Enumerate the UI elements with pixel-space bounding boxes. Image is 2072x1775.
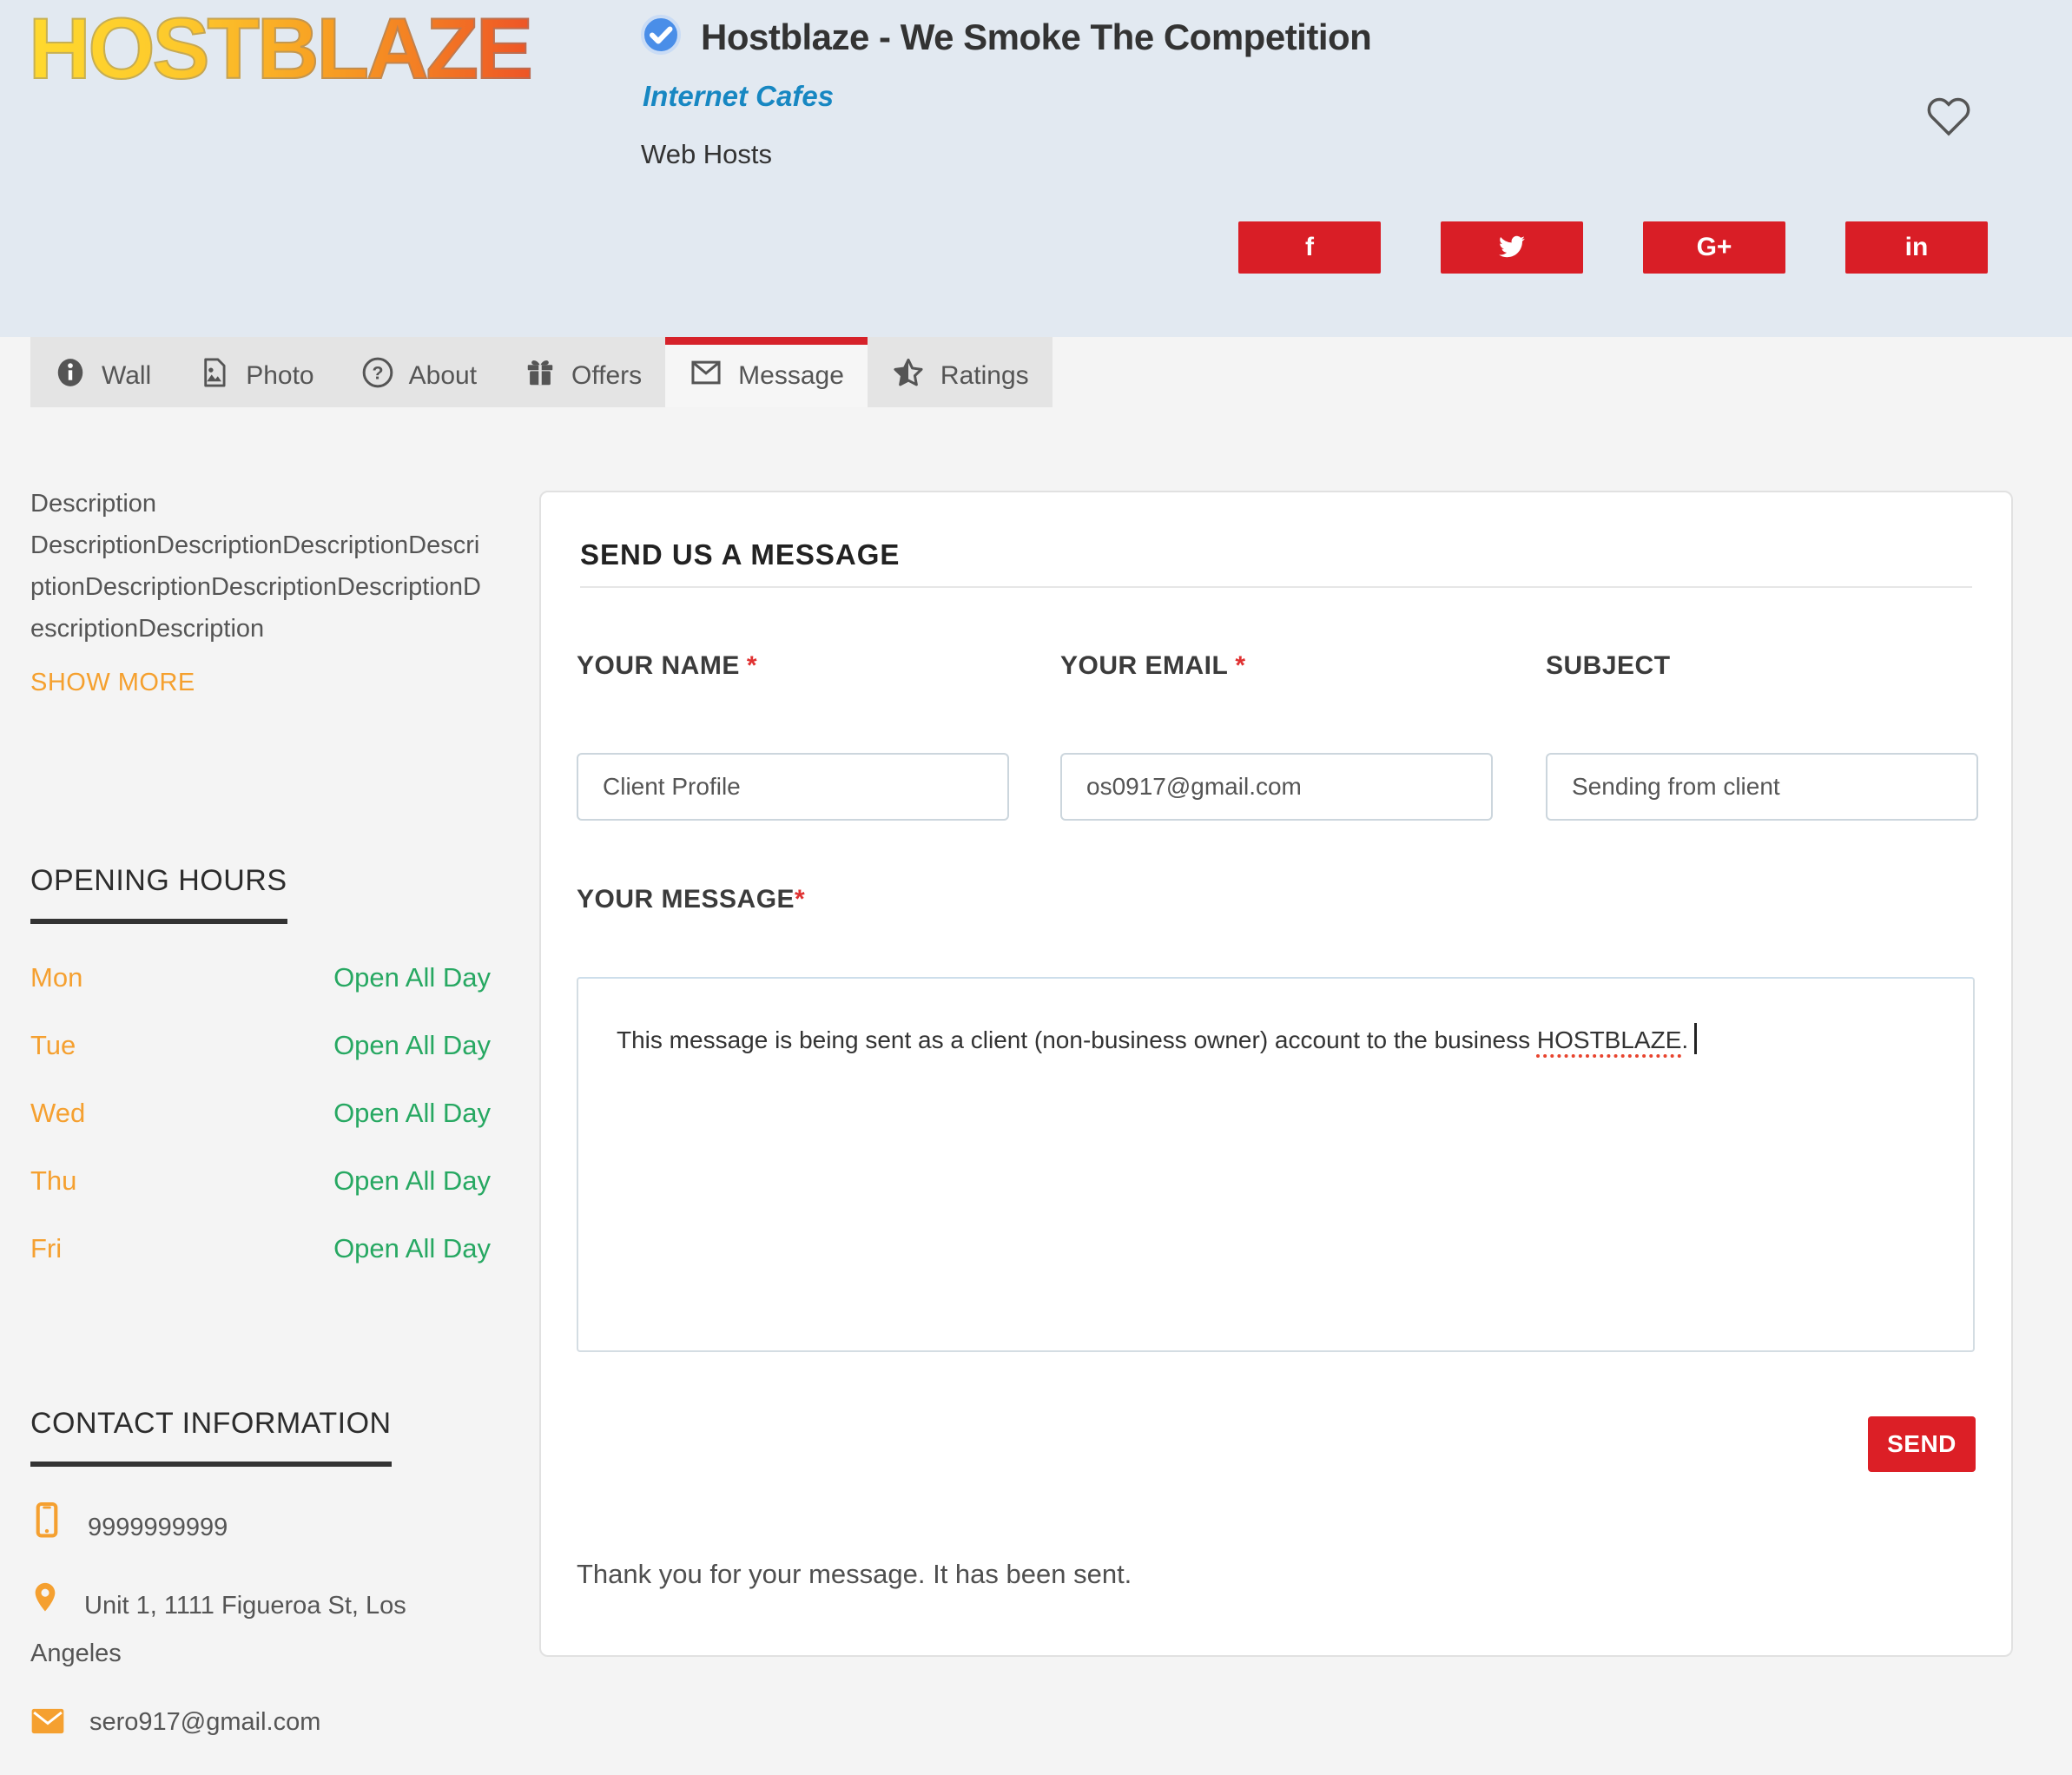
email-input[interactable]: [1060, 753, 1493, 821]
contact-email-row: sero917@gmail.com: [30, 1701, 491, 1749]
address-text: Unit 1, 1111 Figueroa St, Los Angeles: [30, 1592, 406, 1667]
envelope-icon: [689, 356, 723, 396]
tab-label: Photo: [246, 361, 314, 390]
required-asterisk: *: [795, 885, 806, 914]
hours-day: Fri: [30, 1233, 63, 1264]
hours-value: Open All Day: [333, 1165, 491, 1196]
share-linkedin-button[interactable]: in: [1845, 221, 1988, 274]
hours-day: Mon: [30, 962, 83, 993]
tab-offers[interactable]: Offers: [500, 337, 665, 407]
tab-label: Ratings: [940, 361, 1029, 390]
tab-ratings[interactable]: Ratings: [868, 337, 1052, 407]
name-label: YOUR NAME *: [577, 651, 758, 680]
hours-row: Mon Open All Day: [30, 962, 491, 1030]
message-textarea[interactable]: This message is being sent as a client (…: [577, 977, 1975, 1352]
send-message-card: SEND US A MESSAGE YOUR NAME * YOUR EMAIL *…: [539, 491, 2013, 1657]
tab-message[interactable]: Message: [665, 337, 868, 407]
message-text-end: .: [1681, 1026, 1689, 1053]
hours-day: Thu: [30, 1165, 77, 1196]
subcategory-label: Web Hosts: [641, 139, 773, 169]
profile-header: HOSTBLAZE Hostblaze - We Smoke The Compe…: [0, 0, 2072, 337]
subject-label: SUBJECT: [1546, 651, 1671, 680]
gift-icon: [524, 356, 557, 396]
hours-day: Tue: [30, 1030, 76, 1060]
info-icon: [54, 356, 87, 396]
mail-icon: [30, 1706, 65, 1749]
business-description: Description DescriptionDescriptionDescri…: [30, 490, 481, 643]
required-asterisk: *: [1235, 651, 1246, 680]
hours-row: Wed Open All Day: [30, 1098, 491, 1165]
misspelled-word: HOSTBLAZE: [1536, 1026, 1682, 1053]
confirmation-message: Thank you for your message. It has been …: [577, 1559, 1132, 1589]
contact-address-row: Unit 1, 1111 Figueroa St, Los Angeles: [30, 1580, 491, 1675]
message-text: This message is being sent as a client (…: [617, 1026, 1537, 1053]
svg-text:?: ?: [372, 363, 383, 384]
tab-photo[interactable]: Photo: [175, 337, 337, 407]
message-label: YOUR MESSAGE*: [577, 885, 806, 914]
twitter-icon: [1497, 234, 1527, 262]
question-icon: ?: [361, 356, 394, 396]
send-button[interactable]: SEND: [1868, 1416, 1976, 1472]
tab-label: Message: [738, 361, 844, 390]
name-input[interactable]: [577, 753, 1009, 821]
tab-label: About: [408, 361, 478, 390]
email-label: YOUR EMAIL *: [1060, 651, 1246, 680]
hours-value: Open All Day: [333, 1030, 491, 1060]
share-googleplus-button[interactable]: G+: [1643, 221, 1785, 274]
text-caret: [1694, 1023, 1697, 1054]
page-title: Hostblaze - We Smoke The Competition: [701, 16, 1372, 57]
hours-value: Open All Day: [333, 1098, 491, 1128]
favorite-button[interactable]: [1926, 96, 1971, 140]
hours-row: Fri Open All Day: [30, 1233, 491, 1301]
map-pin-icon: [30, 1580, 60, 1633]
star-icon: [891, 356, 926, 396]
tab-label: Offers: [571, 361, 643, 390]
email-text: sero917@gmail.com: [89, 1708, 321, 1736]
share-twitter-button[interactable]: [1441, 221, 1583, 274]
photo-icon: [198, 356, 231, 396]
hours-value: Open All Day: [333, 1233, 491, 1264]
profile-tabs: Wall Photo ? About: [30, 337, 1052, 407]
contact-list: 9999999999 Unit 1, 1111 Figueroa St, Los…: [30, 1501, 491, 1775]
heart-icon: [1926, 97, 1971, 140]
verified-badge-icon: [640, 14, 682, 60]
googleplus-icon: G+: [1696, 233, 1732, 261]
phone-number: 9999999999: [88, 1514, 228, 1541]
subject-input[interactable]: [1546, 753, 1978, 821]
opening-hours-list: Mon Open All Day Tue Open All Day Wed Op…: [30, 962, 491, 1301]
contact-information-heading: CONTACT INFORMATION: [30, 1407, 392, 1467]
form-heading: SEND US A MESSAGE: [580, 538, 901, 571]
facebook-icon: f: [1305, 233, 1314, 261]
phone-icon: [30, 1501, 63, 1554]
required-asterisk: *: [746, 651, 758, 680]
hours-row: Thu Open All Day: [30, 1165, 491, 1233]
share-facebook-button[interactable]: f: [1238, 221, 1381, 274]
hours-value: Open All Day: [333, 962, 491, 993]
business-logo: HOSTBLAZE: [28, 0, 534, 96]
opening-hours-heading: OPENING HOURS: [30, 864, 287, 924]
show-more-button[interactable]: SHOW MORE: [30, 669, 491, 697]
tab-label: Wall: [102, 361, 152, 390]
tab-about[interactable]: ? About: [338, 337, 500, 407]
divider: [580, 586, 1972, 588]
hours-day: Wed: [30, 1098, 86, 1128]
social-share-row: f G+ in: [1238, 221, 1988, 274]
linkedin-icon: in: [1904, 233, 1929, 261]
category-link[interactable]: Internet Cafes: [643, 80, 835, 112]
tab-wall[interactable]: Wall: [30, 337, 175, 407]
contact-phone-row: 9999999999: [30, 1501, 491, 1554]
hours-row: Tue Open All Day: [30, 1030, 491, 1098]
